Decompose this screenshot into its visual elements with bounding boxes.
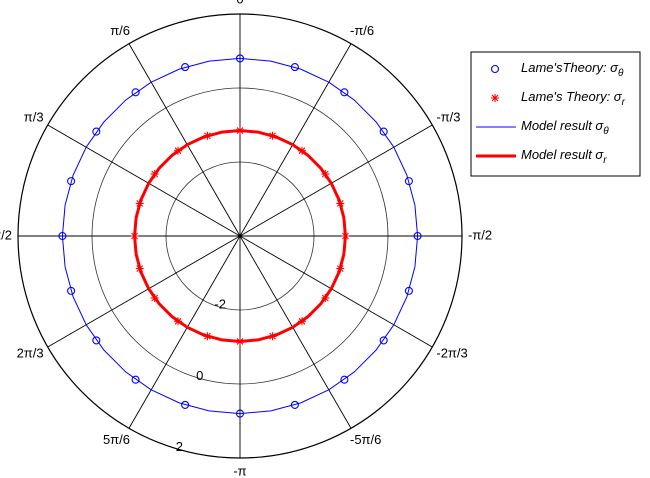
theta-tick-label: -π/3 [436,109,460,124]
theta-tick-label: -π [233,463,246,478]
theta-tick-label: π/6 [110,23,130,38]
theta-tick-label: -π/6 [350,23,374,38]
legend-label: Lame'sTheory: σθ [521,60,624,78]
marker [92,336,101,345]
spoke [47,124,241,237]
theta-tick-label: 2π/3 [17,345,44,360]
marker [92,127,101,136]
spoke [239,235,433,348]
legend-label: Lame's Theory: σr [521,89,626,107]
r-tick-label: 0 [196,368,203,383]
legend-marker [491,94,499,102]
spoke [239,124,433,237]
spoke [47,235,241,348]
marker [379,127,388,136]
spoke [128,235,241,429]
spoke [239,43,352,237]
theta-tick-label: 0 [236,0,243,6]
marker [379,336,388,345]
marker [340,88,349,97]
r-tick-label: 2 [176,439,183,454]
theta-tick-label: π/3 [24,109,44,124]
legend-label: Model result σθ [521,118,609,136]
series-line [133,129,347,343]
legend-marker [490,64,500,74]
theta-tick-label: -2π/3 [436,345,467,360]
spoke [239,235,352,429]
theta-tick-label: 5π/6 [103,432,130,447]
legend-label: Model result σr [521,147,607,165]
theta-tick-label: -5π/6 [350,432,381,447]
series-line [61,57,419,415]
marker [340,375,349,384]
marker [131,375,140,384]
spoke [128,43,241,237]
r-tick-label: -2 [214,297,226,312]
marker [131,88,140,97]
theta-tick-label: -π/2 [468,227,492,242]
theta-tick-label: π/2 [0,227,12,242]
